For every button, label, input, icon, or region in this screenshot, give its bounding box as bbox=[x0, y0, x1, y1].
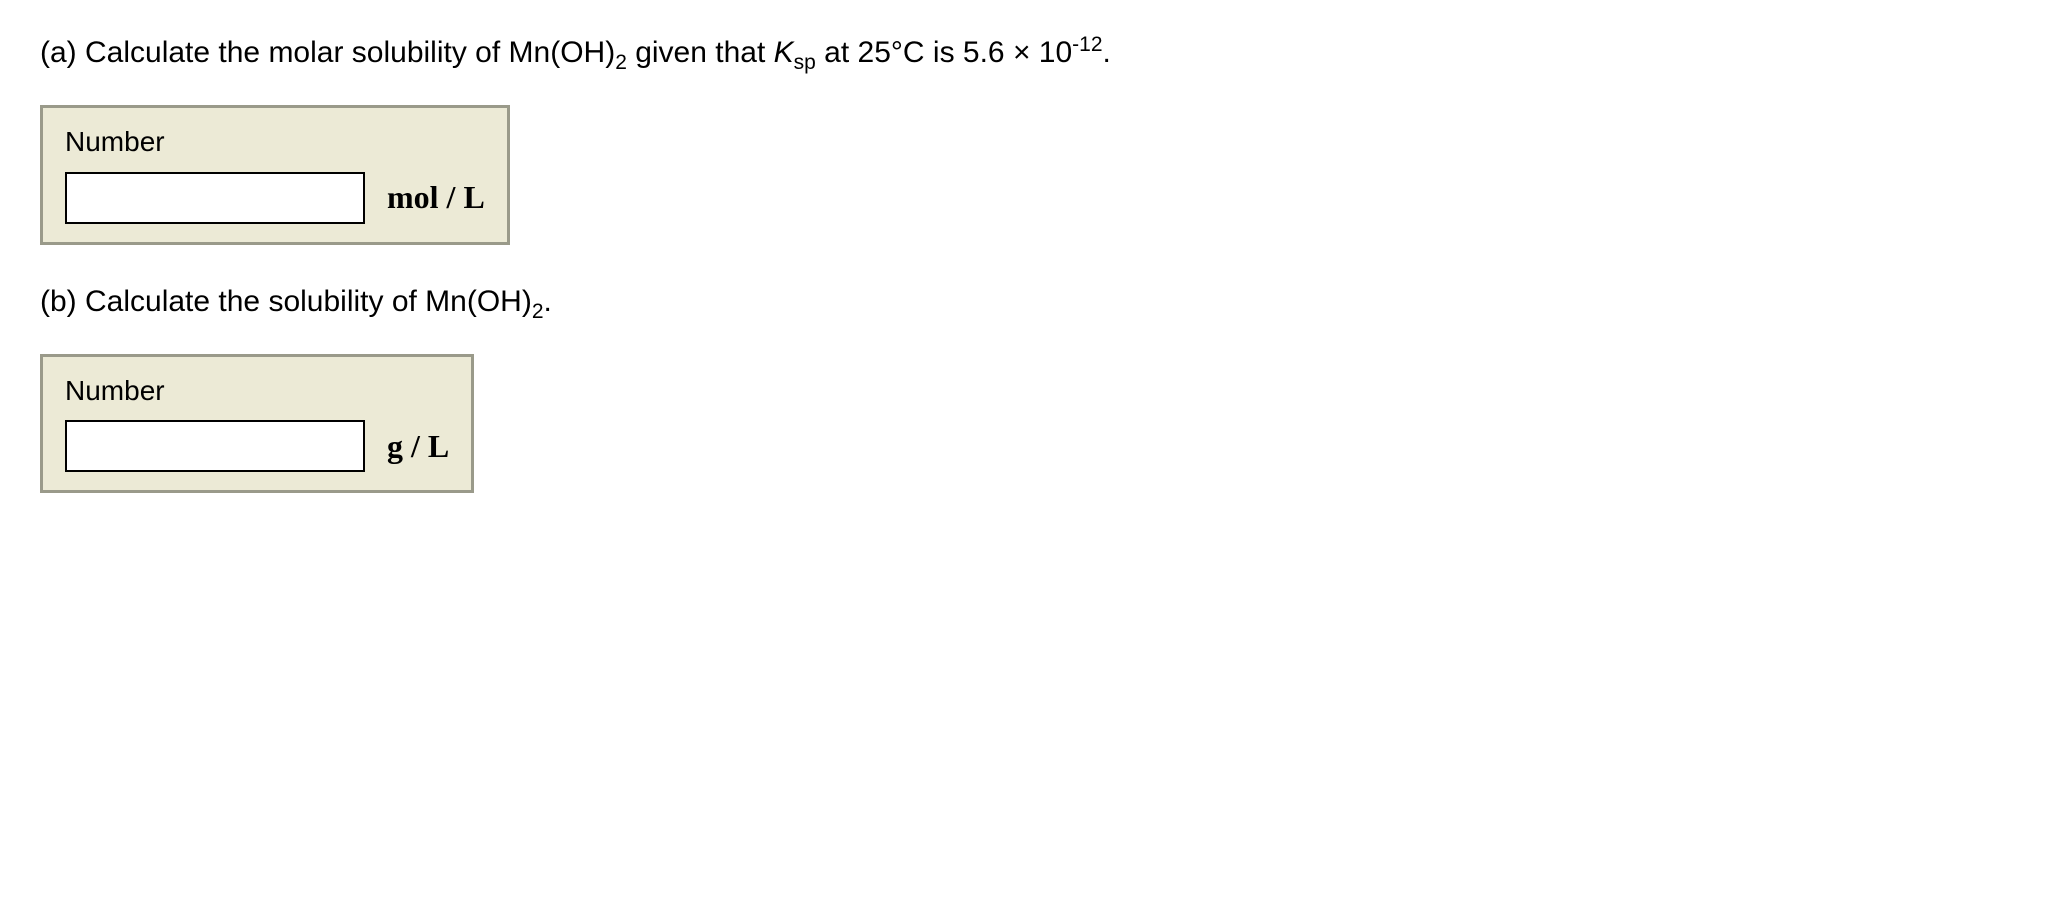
part-b-text: (b) Calculate the solubility of Mn(OH)2. bbox=[40, 281, 2006, 326]
question-page: (a) Calculate the molar solubility of Mn… bbox=[0, 0, 2046, 559]
part-b-suffix: . bbox=[544, 285, 552, 318]
answer-box-a: Number mol / L bbox=[40, 105, 510, 244]
answer-a-label: Number bbox=[65, 122, 485, 161]
part-a-mid2: at 25°C is 5.6 × 10 bbox=[816, 36, 1072, 69]
part-a-sub1: 2 bbox=[615, 51, 627, 74]
answer-box-b: Number g / L bbox=[40, 354, 474, 493]
part-a-prefix: (a) Calculate the molar solubility of Mn… bbox=[40, 36, 615, 69]
answer-a-row: mol / L bbox=[65, 172, 485, 224]
part-a-suffix: . bbox=[1103, 36, 1111, 69]
answer-b-unit: g / L bbox=[387, 424, 449, 469]
answer-b-row: g / L bbox=[65, 420, 449, 472]
part-a-ksub: sp bbox=[794, 51, 816, 74]
answer-a-input[interactable] bbox=[65, 172, 365, 224]
part-b-sub1: 2 bbox=[532, 300, 544, 323]
answer-b-input[interactable] bbox=[65, 420, 365, 472]
answer-a-unit: mol / L bbox=[387, 175, 485, 220]
part-a-k: K bbox=[774, 36, 794, 69]
part-b-prefix: (b) Calculate the solubility of Mn(OH) bbox=[40, 285, 532, 318]
part-a-mid1: given that bbox=[627, 36, 774, 69]
part-a-sup: -12 bbox=[1072, 33, 1102, 56]
answer-b-label: Number bbox=[65, 371, 449, 410]
part-a-text: (a) Calculate the molar solubility of Mn… bbox=[40, 30, 2006, 77]
